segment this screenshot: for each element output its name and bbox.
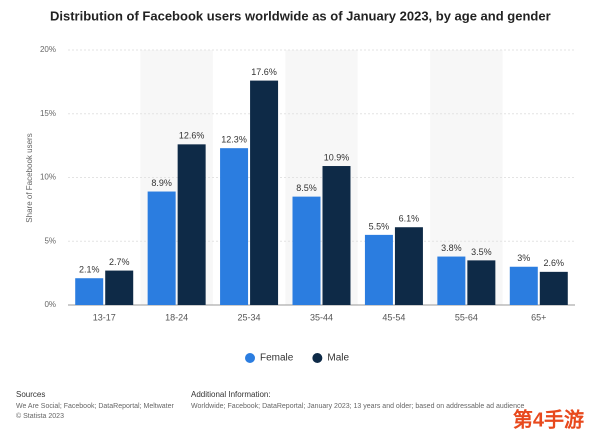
copyright: © Statista 2023 [16,412,64,420]
bar [539,271,568,305]
value-label: 8.9% [151,178,172,188]
value-label: 3.5% [471,247,492,257]
bar [75,278,104,305]
value-label: 2.7% [109,257,130,267]
value-label: 17.6% [251,67,277,77]
info-title: Additional Information: [191,390,271,399]
y-axis-label: Share of Facebook users [25,133,34,222]
value-label: 3.8% [441,243,462,253]
bar [437,256,466,305]
y-tick-label: 15% [40,109,56,118]
legend-label: Female [260,353,294,364]
bar [147,191,176,305]
value-label: 2.1% [79,265,100,275]
value-label: 6.1% [399,214,420,224]
x-tick-label: 25-34 [238,312,261,322]
y-tick-label: 0% [44,300,56,309]
bar [467,260,496,305]
value-label: 3% [517,253,530,263]
y-tick-label: 20% [40,45,56,54]
value-label: 12.6% [179,131,205,141]
x-tick-label: 18-24 [165,312,188,322]
value-label: 2.6% [544,258,565,268]
legend-marker [312,353,323,363]
legend-label: Male [327,353,349,364]
bar [509,266,538,305]
value-label: 12.3% [221,135,247,145]
info: Worldwide; Facebook; DataReportal; Janua… [191,403,524,410]
watermark: 第4手游 [513,407,584,431]
value-label: 8.5% [296,183,317,193]
chart-title: Distribution of Facebook users worldwide… [50,8,551,23]
bar [177,144,206,305]
bar [322,166,351,305]
sources: We Are Social; Facebook; DataReportal; M… [16,403,175,410]
value-label: 10.9% [324,152,350,162]
bar [250,80,279,305]
y-tick-label: 10% [40,173,56,182]
x-tick-label: 13-17 [93,312,116,322]
bar [220,148,249,305]
value-label: 5.5% [369,221,390,231]
bar [364,234,393,305]
x-tick-label: 35-44 [310,312,333,322]
x-tick-label: 65+ [531,312,546,322]
bar [394,227,423,305]
sources-title: Sources [16,390,45,399]
legend-marker [245,353,255,363]
bar [292,196,321,305]
bar [105,270,134,305]
x-tick-label: 55-64 [455,312,478,322]
x-tick-label: 45-54 [382,312,405,322]
y-tick-label: 5% [44,236,56,245]
